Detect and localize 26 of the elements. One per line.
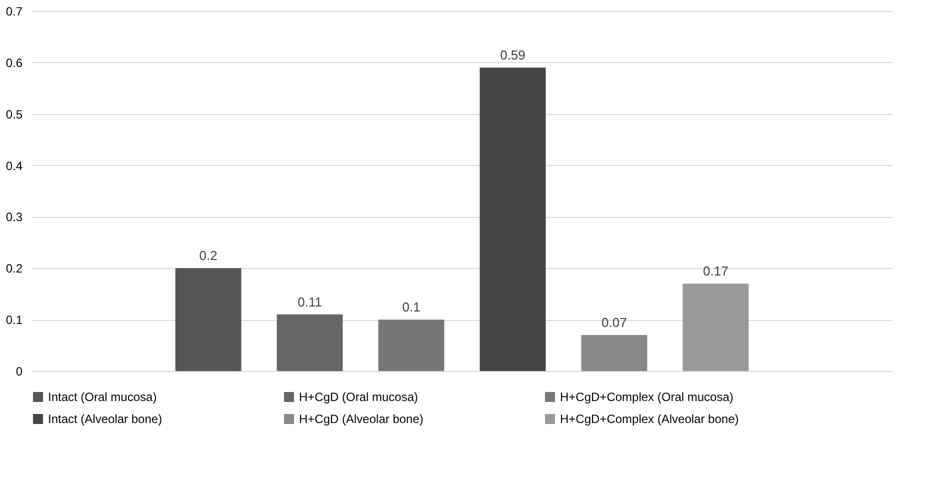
bar: [682, 284, 749, 371]
bar: [581, 335, 648, 371]
data-label: 0.2: [199, 248, 218, 264]
bar: [276, 314, 343, 371]
bar: [480, 68, 546, 371]
legend-label: Intact (Alveolar bone): [48, 412, 162, 426]
y-tick-label: 0.6: [6, 56, 23, 70]
legend-label: H+CgD (Oral mucosa): [299, 390, 418, 404]
y-tick-label: 0.3: [6, 210, 23, 224]
data-label: 0.59: [500, 48, 526, 63]
legend-label: H+CgD+Complex (Oral mucosa): [560, 390, 734, 404]
data-label: 0.17: [703, 264, 728, 279]
y-tick-label: 0.5: [6, 107, 23, 122]
data-label: 0.11: [298, 294, 322, 310]
data-label: 0.1: [402, 300, 420, 315]
bar: [378, 320, 444, 371]
y-tick-label: 0.7: [6, 4, 23, 18]
y-tick-label: 0.1: [6, 313, 23, 328]
legend-label: Intact (Oral mucosa): [48, 390, 157, 404]
y-tick-label: 0: [16, 364, 23, 378]
legend-label: H+CgD (Alveolar bone): [299, 412, 424, 426]
y-tick-label: 0.4: [6, 158, 23, 173]
bar: [175, 268, 242, 371]
y-tick-label: 0.2: [6, 262, 23, 276]
legend-label: H+CgD+Complex (Alveolar bone): [560, 412, 739, 426]
data-label: 0.07: [602, 315, 627, 330]
